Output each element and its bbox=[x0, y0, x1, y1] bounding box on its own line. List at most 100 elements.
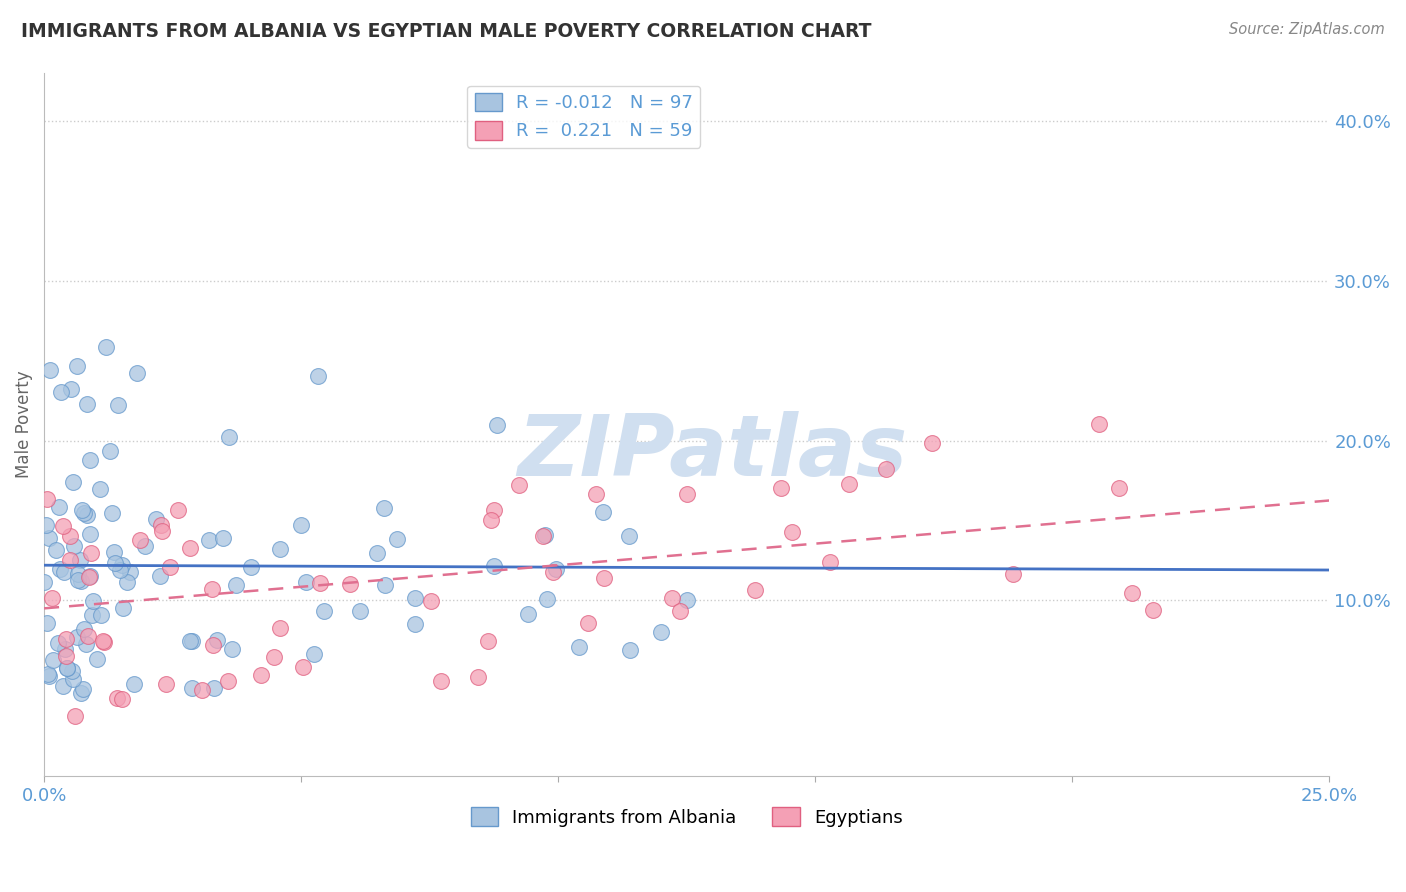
Point bbox=[134, 539, 156, 553]
Point bbox=[128, 533, 150, 547]
Point bbox=[875, 462, 897, 476]
Point bbox=[1121, 586, 1143, 600]
Point bbox=[485, 417, 508, 432]
Point bbox=[349, 604, 371, 618]
Point bbox=[70, 502, 93, 516]
Point bbox=[110, 563, 132, 577]
Point bbox=[107, 398, 129, 412]
Point bbox=[155, 677, 177, 691]
Point bbox=[49, 562, 72, 576]
Point bbox=[291, 660, 314, 674]
Text: Source: ZipAtlas.com: Source: ZipAtlas.com bbox=[1229, 22, 1385, 37]
Text: IMMIGRANTS FROM ALBANIA VS EGYPTIAN MALE POVERTY CORRELATION CHART: IMMIGRANTS FROM ALBANIA VS EGYPTIAN MALE… bbox=[21, 22, 872, 41]
Point bbox=[86, 651, 108, 665]
Point bbox=[59, 553, 82, 567]
Point bbox=[159, 560, 181, 574]
Point bbox=[59, 383, 82, 397]
Point bbox=[91, 634, 114, 648]
Point bbox=[62, 475, 84, 489]
Point bbox=[404, 591, 426, 605]
Point bbox=[221, 642, 243, 657]
Point bbox=[593, 570, 616, 584]
Point bbox=[79, 568, 101, 582]
Point bbox=[45, 543, 67, 558]
Point bbox=[46, 636, 69, 650]
Point bbox=[52, 679, 75, 693]
Point bbox=[668, 604, 690, 618]
Point bbox=[103, 545, 125, 559]
Point bbox=[32, 575, 55, 590]
Point bbox=[1088, 417, 1111, 431]
Point bbox=[385, 533, 408, 547]
Point bbox=[56, 661, 79, 675]
Point bbox=[67, 573, 90, 587]
Point bbox=[112, 600, 135, 615]
Point bbox=[39, 363, 62, 377]
Point bbox=[181, 681, 204, 695]
Point bbox=[650, 625, 672, 640]
Point bbox=[127, 366, 149, 380]
Point bbox=[568, 640, 591, 654]
Point bbox=[38, 669, 60, 683]
Point bbox=[38, 531, 60, 545]
Point bbox=[250, 668, 273, 682]
Point bbox=[592, 505, 614, 519]
Point bbox=[104, 556, 127, 570]
Point bbox=[66, 630, 89, 644]
Y-axis label: Male Poverty: Male Poverty bbox=[15, 371, 32, 478]
Legend: Immigrants from Albania, Egyptians: Immigrants from Albania, Egyptians bbox=[464, 800, 910, 834]
Point bbox=[290, 518, 312, 533]
Point bbox=[150, 518, 173, 533]
Point bbox=[676, 593, 699, 607]
Point bbox=[420, 594, 443, 608]
Point bbox=[619, 643, 641, 657]
Point bbox=[72, 681, 94, 696]
Point bbox=[202, 681, 225, 695]
Point bbox=[302, 647, 325, 661]
Point bbox=[69, 552, 91, 566]
Point bbox=[77, 629, 100, 643]
Point bbox=[534, 528, 557, 542]
Point bbox=[179, 634, 201, 648]
Point bbox=[52, 518, 75, 533]
Point bbox=[53, 565, 76, 579]
Point bbox=[373, 501, 395, 516]
Point bbox=[508, 478, 530, 492]
Point bbox=[585, 487, 607, 501]
Point bbox=[546, 562, 568, 576]
Point bbox=[90, 607, 112, 622]
Point bbox=[191, 683, 214, 698]
Point bbox=[818, 556, 841, 570]
Point bbox=[149, 568, 172, 582]
Point bbox=[48, 500, 70, 514]
Point bbox=[838, 476, 860, 491]
Point bbox=[477, 634, 499, 648]
Point bbox=[181, 633, 204, 648]
Point bbox=[60, 664, 83, 678]
Point bbox=[63, 709, 86, 723]
Point bbox=[82, 594, 104, 608]
Point bbox=[62, 672, 84, 686]
Point bbox=[37, 666, 59, 681]
Point bbox=[75, 637, 97, 651]
Point bbox=[198, 533, 221, 547]
Point bbox=[56, 661, 79, 675]
Point bbox=[79, 452, 101, 467]
Point bbox=[482, 559, 505, 574]
Text: ZIPatlas: ZIPatlas bbox=[517, 411, 907, 494]
Point bbox=[202, 638, 225, 652]
Point bbox=[239, 560, 262, 574]
Point bbox=[1142, 603, 1164, 617]
Point bbox=[780, 524, 803, 539]
Point bbox=[484, 502, 506, 516]
Point bbox=[430, 674, 453, 689]
Point bbox=[308, 576, 330, 591]
Point bbox=[34, 517, 56, 532]
Point bbox=[105, 690, 128, 705]
Point bbox=[76, 508, 98, 522]
Point bbox=[617, 529, 640, 543]
Point bbox=[101, 506, 124, 520]
Point bbox=[111, 558, 134, 572]
Point bbox=[35, 492, 58, 507]
Point bbox=[49, 384, 72, 399]
